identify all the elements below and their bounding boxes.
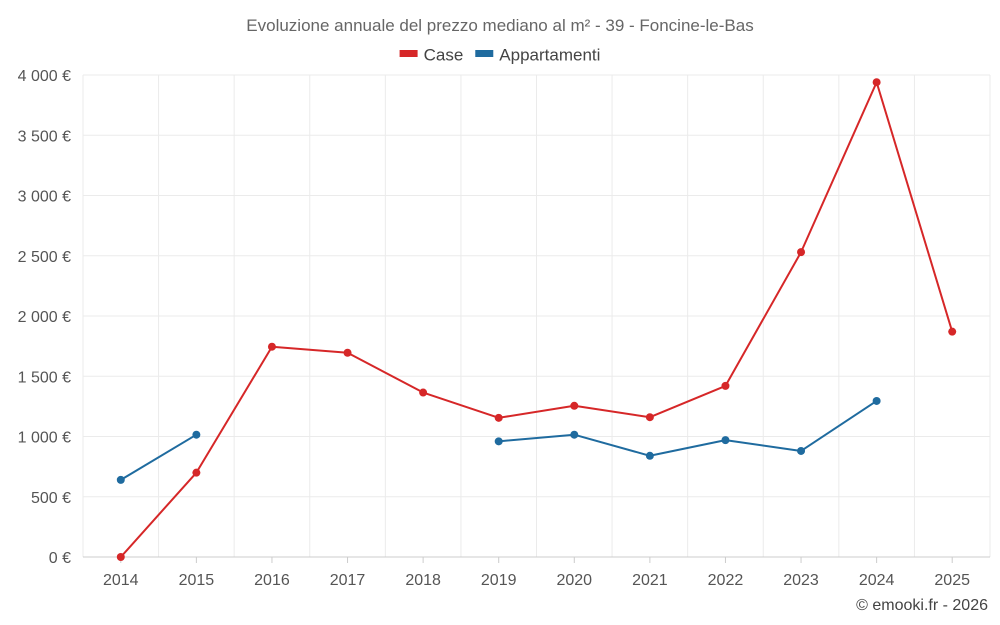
data-point[interactable] (721, 436, 730, 445)
data-point[interactable] (570, 401, 579, 410)
x-tick-label: 2024 (859, 572, 895, 589)
series-case (116, 78, 957, 561)
y-tick-label: 1 500 € (18, 369, 71, 386)
y-tick-label: 500 € (31, 490, 71, 507)
y-tick-label: 1 000 € (18, 430, 71, 447)
series-line (120, 433, 197, 481)
data-point[interactable] (797, 248, 806, 257)
data-point[interactable] (116, 475, 125, 484)
y-tick-label: 3 000 € (18, 189, 71, 206)
data-point[interactable] (494, 413, 503, 422)
data-point[interactable] (872, 396, 881, 405)
x-tick-label: 2017 (330, 572, 366, 589)
data-point[interactable] (343, 348, 352, 357)
credit-text: © emooki.fr - 2026 (856, 597, 988, 614)
data-point[interactable] (797, 446, 806, 455)
legend: Case Appartamenti (399, 45, 600, 64)
legend-label: Appartamenti (499, 45, 600, 64)
x-tick-label: 2020 (556, 572, 592, 589)
x-tick-label: 2014 (103, 572, 139, 589)
y-tick-label: 3 500 € (18, 128, 71, 145)
data-point[interactable] (267, 342, 276, 351)
series-group (116, 78, 957, 561)
data-point[interactable] (419, 388, 428, 397)
y-axis: 0 € 500 € 1 000 € 1 500 € 2 000 € 2 500 € 3 00… (18, 68, 71, 567)
series-line (120, 81, 954, 558)
y-tick-label: 0 € (49, 550, 71, 567)
x-tick-label: 2022 (708, 572, 744, 589)
x-tick-label: 2021 (632, 572, 668, 589)
legend-item-appartamenti[interactable]: Appartamenti (475, 45, 600, 64)
x-axis: 2014 2015 2016 2017 2018 2019 2020 2021 2022 2023… (103, 557, 970, 589)
y-tick-label: 2 000 € (18, 309, 71, 326)
data-point[interactable] (872, 78, 881, 87)
chart-title: Evoluzione annuale del prezzo mediano al… (246, 16, 753, 35)
data-point[interactable] (494, 437, 503, 446)
legend-swatch (475, 50, 494, 57)
x-tick-label: 2018 (405, 572, 441, 589)
data-point[interactable] (116, 553, 125, 561)
legend-item-case[interactable]: Case (399, 45, 464, 64)
series-line (498, 400, 878, 457)
x-tick-label: 2025 (934, 572, 970, 589)
legend-label: Case (424, 45, 464, 64)
data-point[interactable] (192, 468, 201, 477)
y-tick-label: 2 500 € (18, 249, 71, 266)
x-tick-label: 2023 (783, 572, 819, 589)
data-point[interactable] (570, 430, 579, 439)
y-tick-label: 4 000 € (18, 68, 71, 85)
legend-swatch (399, 50, 418, 57)
series-appartamenti (116, 396, 881, 484)
grid (82, 74, 991, 558)
data-point[interactable] (948, 327, 957, 336)
data-point[interactable] (192, 430, 201, 439)
x-tick-label: 2016 (254, 572, 290, 589)
x-tick-label: 2019 (481, 572, 517, 589)
data-point[interactable] (645, 413, 654, 422)
x-tick-label: 2015 (179, 572, 215, 589)
data-point[interactable] (645, 451, 654, 460)
data-point[interactable] (721, 381, 730, 390)
